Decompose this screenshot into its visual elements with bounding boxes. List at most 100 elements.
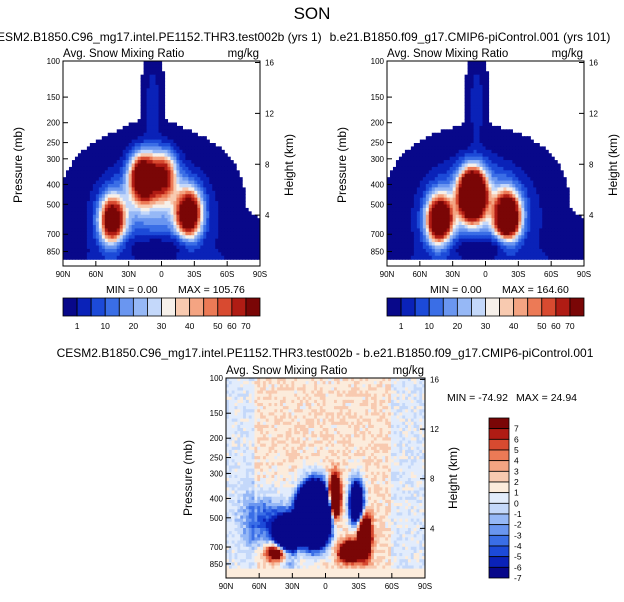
contour-cell xyxy=(416,153,421,158)
contour-cell xyxy=(89,228,94,233)
contour-cell xyxy=(158,242,163,247)
contour-cell xyxy=(404,245,409,250)
contour-cell xyxy=(167,190,172,195)
contour-cell xyxy=(557,255,561,260)
contour-cell xyxy=(149,74,154,79)
contour-cell xyxy=(107,177,112,182)
contour-cell xyxy=(419,173,424,178)
contour-cell xyxy=(437,255,442,260)
contour-cell xyxy=(419,187,424,192)
contour-cell xyxy=(149,242,154,247)
contour-cell xyxy=(548,221,552,226)
contour-cell xyxy=(218,177,222,182)
contour-cell xyxy=(512,173,516,178)
contour-cell xyxy=(455,218,460,223)
contour-cell xyxy=(443,146,448,151)
contour-cell xyxy=(392,180,397,185)
contour-cell xyxy=(230,170,234,175)
contour-cell xyxy=(218,187,222,192)
contour-cell xyxy=(251,225,255,230)
contour-cell xyxy=(437,173,442,178)
contour-cell xyxy=(419,184,424,189)
contour-cell xyxy=(401,218,406,223)
contour-cell xyxy=(485,108,490,113)
contour-cell xyxy=(464,146,469,151)
contour-cell xyxy=(161,95,166,100)
contour-cell xyxy=(155,136,160,141)
panel-right-ylabel-right: Height (km) xyxy=(606,134,620,196)
contour-cell xyxy=(215,163,219,168)
contour-cell xyxy=(257,384,261,388)
contour-cell xyxy=(155,102,160,107)
contour-cell xyxy=(431,197,436,202)
contour-cell xyxy=(143,214,148,219)
contour-cell xyxy=(370,381,375,385)
panel-right-ylabel: Pressure (mb) xyxy=(335,127,349,203)
contour-cell xyxy=(83,221,88,226)
contour-cell xyxy=(389,207,394,212)
contour-cell xyxy=(319,381,324,385)
contour-cell xyxy=(512,160,516,165)
contour-cell xyxy=(191,177,195,182)
contour-cell xyxy=(212,184,216,189)
contour-cell xyxy=(206,177,210,182)
contour-cell xyxy=(236,190,240,195)
contour-cell xyxy=(479,64,484,69)
contour-cell xyxy=(401,231,406,236)
contour-cell xyxy=(161,177,166,182)
contour-cell xyxy=(239,231,243,236)
contour-cell xyxy=(548,166,552,171)
contour-cell xyxy=(230,166,234,171)
contour-cell xyxy=(479,235,484,240)
contour-cell xyxy=(131,184,136,189)
contour-cell xyxy=(83,149,88,154)
contour-cell xyxy=(92,146,97,151)
contour-cell xyxy=(236,252,240,257)
contour-cell xyxy=(155,255,160,260)
contour-cell xyxy=(164,245,169,250)
contour-cell xyxy=(251,381,256,385)
contour-cell xyxy=(86,180,91,185)
contour-cell xyxy=(464,81,469,86)
contour-cell xyxy=(203,177,207,182)
contour-cell xyxy=(191,184,195,189)
contour-cell xyxy=(194,248,198,253)
contour-cell xyxy=(116,211,121,216)
contour-cell xyxy=(185,153,189,158)
contour-cell xyxy=(479,108,484,113)
contour-cell xyxy=(500,136,504,141)
contour-cell xyxy=(518,190,522,195)
contour-cell xyxy=(122,177,127,182)
contour-cell xyxy=(239,252,243,257)
contour-cell xyxy=(524,146,528,151)
contour-cell xyxy=(185,136,189,141)
contour-cell xyxy=(83,194,88,199)
contour-cell xyxy=(467,160,472,165)
contour-cell xyxy=(107,173,112,178)
panel-right-min-label: MIN = 0.00 xyxy=(430,284,482,296)
contour-cell xyxy=(63,211,67,216)
contour-cell xyxy=(107,187,112,192)
contour-cell xyxy=(221,211,225,216)
contour-cell xyxy=(482,201,487,206)
contour-cell xyxy=(533,156,537,161)
contour-cell xyxy=(173,184,178,189)
contour-cell xyxy=(521,252,525,257)
contour-cell xyxy=(152,98,157,103)
contour-cell xyxy=(176,218,180,223)
contour-cell xyxy=(240,384,244,388)
contour-cell xyxy=(404,228,409,233)
contour-cell xyxy=(191,149,195,154)
contour-cell xyxy=(227,194,231,199)
contour-cell xyxy=(422,245,427,250)
colorbar-box xyxy=(541,297,557,317)
contour-cell xyxy=(443,228,448,233)
contour-cell xyxy=(179,204,183,209)
contour-cell xyxy=(128,187,133,192)
contour-cell xyxy=(413,180,418,185)
contour-cell xyxy=(137,156,142,161)
contour-cell xyxy=(95,197,100,202)
contour-cell xyxy=(521,173,525,178)
contour-cell xyxy=(170,214,175,219)
contour-cell xyxy=(509,231,513,236)
